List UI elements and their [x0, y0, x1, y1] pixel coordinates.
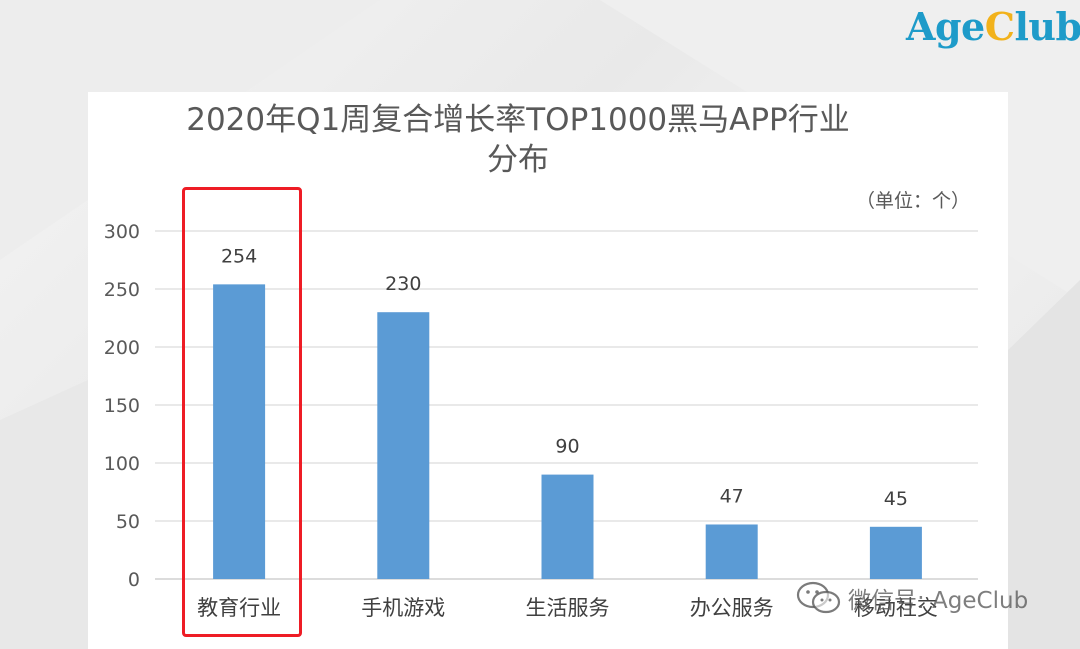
- unit-label: （单位：个）: [855, 190, 970, 212]
- y-tick-label: 0: [128, 569, 140, 591]
- x-tick-label: 移动社交: [854, 596, 938, 620]
- y-tick-label: 300: [104, 221, 140, 243]
- x-tick-label: 生活服务: [526, 596, 610, 620]
- wechat-icon: [796, 581, 841, 614]
- ageclub-logo: AgeClub: [906, 4, 1080, 49]
- bars: [213, 284, 922, 579]
- x-tick-label: 教育行业: [197, 596, 281, 620]
- bar-3: [541, 474, 594, 579]
- data-label: 230: [385, 273, 421, 295]
- bar-2: [377, 312, 430, 579]
- data-label: 254: [221, 245, 257, 267]
- bar-4: [705, 524, 758, 579]
- data-label: 47: [720, 485, 744, 507]
- data-labels: 254 230 90 47 45: [221, 245, 908, 509]
- y-tick-label: 50: [116, 511, 140, 533]
- bar-5: [869, 526, 922, 579]
- watermark: 微信号: AgeClub: [796, 578, 1028, 618]
- y-axis-ticks: 0 50 100 150 200 250 300: [104, 221, 140, 591]
- chart-title: 2020年Q1周复合增长率TOP1000黑马APP行业 分布: [88, 100, 948, 180]
- y-tick-label: 150: [104, 395, 140, 417]
- bar-1: [213, 284, 266, 579]
- x-axis-ticks: 教育行业 手机游戏 生活服务 办公服务 移动社交: [197, 596, 938, 620]
- x-tick-label: 手机游戏: [361, 596, 445, 620]
- watermark-text: 微信号: AgeClub: [848, 588, 1029, 614]
- highlight-box: [182, 187, 302, 637]
- x-tick-label: 办公服务: [690, 596, 774, 620]
- y-tick-label: 200: [104, 337, 140, 359]
- y-tick-label: 100: [104, 453, 140, 475]
- chart-title-line-1: 2020年Q1周复合增长率TOP1000黑马APP行业: [186, 102, 850, 138]
- data-label: 45: [884, 488, 908, 510]
- y-tick-label: 250: [104, 279, 140, 301]
- chart-title-line-2: 分布: [487, 142, 549, 178]
- data-label: 90: [555, 436, 579, 458]
